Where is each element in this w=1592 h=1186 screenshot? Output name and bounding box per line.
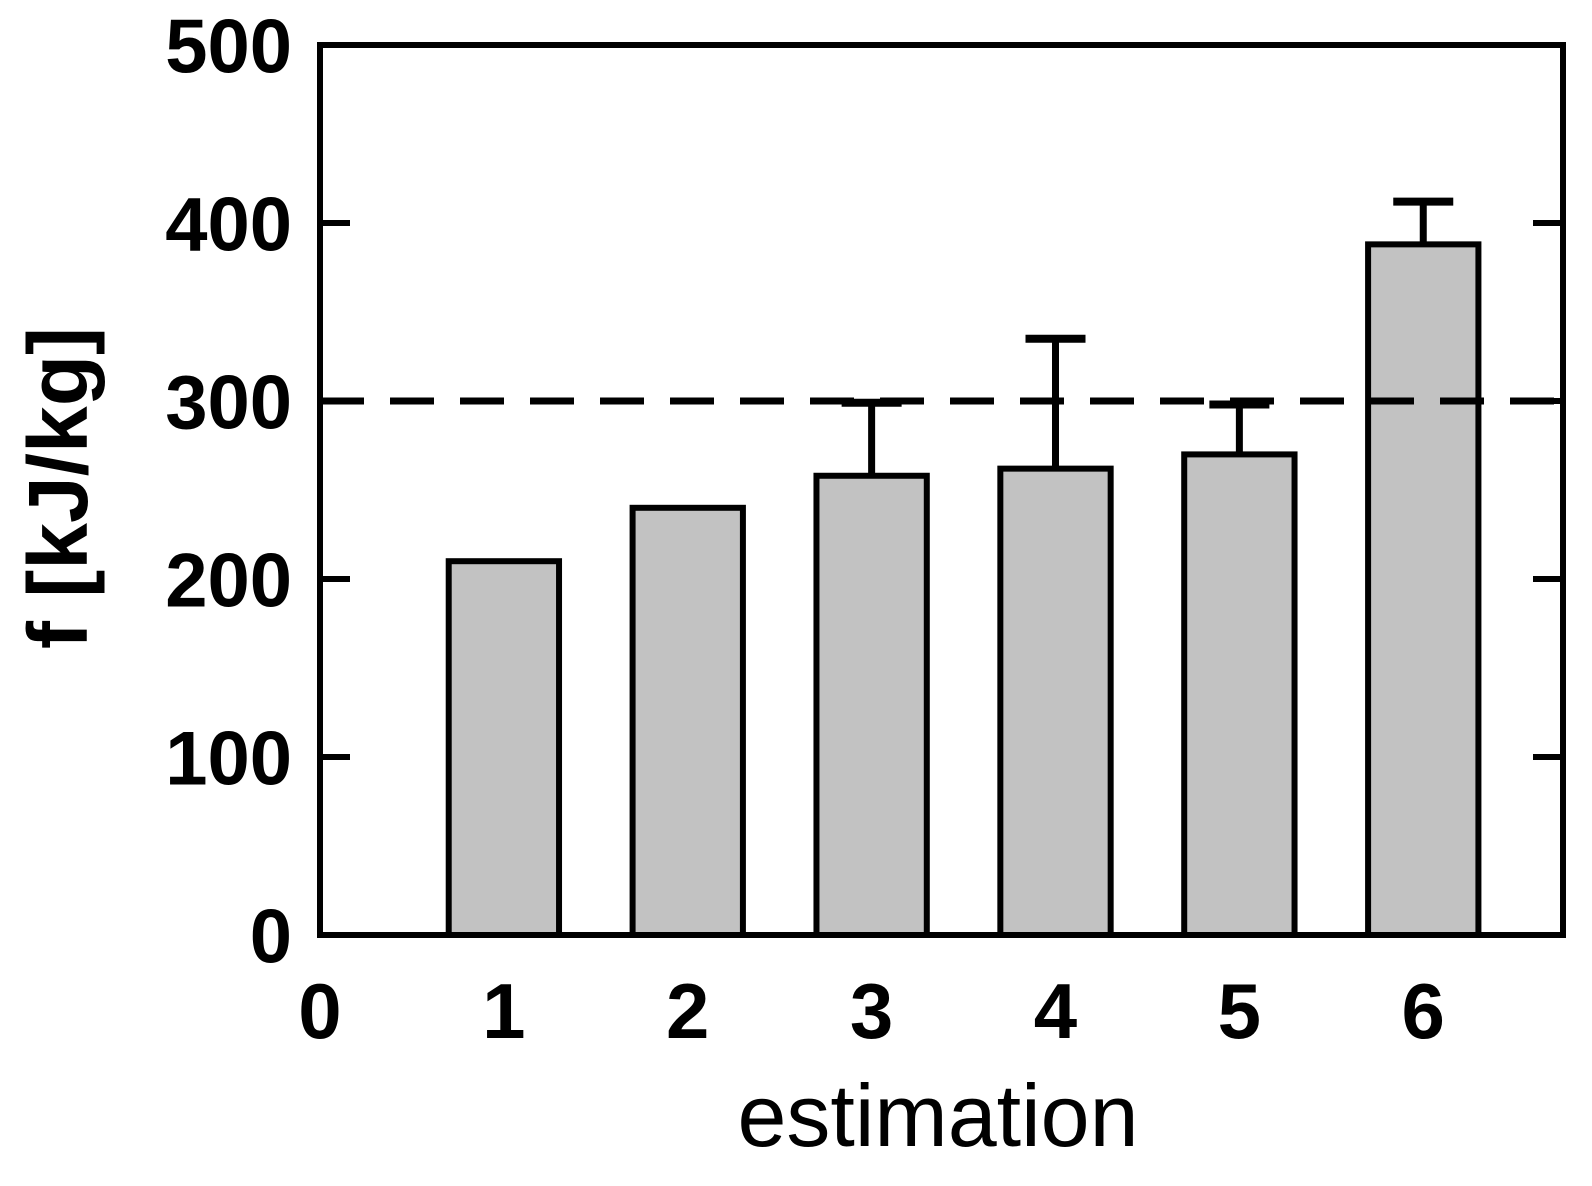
x-axis-title: estimation: [737, 1066, 1139, 1165]
y-tick-label-400: 400: [165, 182, 292, 267]
bar-estimation-5: [1181, 451, 1298, 938]
bar-estimation-3: [813, 472, 930, 938]
y-tick-label-300: 300: [165, 360, 292, 445]
y-axis-title: f [kJ/kg]: [11, 326, 105, 650]
bar-estimation-1: [445, 558, 563, 938]
x-tick-label-3: 3: [850, 967, 893, 1055]
plot-frame: [317, 42, 1566, 938]
bar-estimation-4: [997, 465, 1114, 938]
x-tick-label-5: 5: [1218, 967, 1261, 1055]
x-tick-label-6: 6: [1402, 967, 1445, 1055]
x-tick-label-4: 4: [1034, 967, 1077, 1055]
y-tick-label-500: 500: [165, 4, 292, 89]
x-tick-label-0: 0: [298, 967, 341, 1055]
y-tick-label-0: 0: [250, 894, 292, 979]
x-tick-label-1: 1: [482, 967, 525, 1055]
x-tick-label-2: 2: [666, 967, 709, 1055]
y-tick-label-200: 200: [165, 538, 292, 623]
y-tick-label-100: 100: [165, 716, 292, 801]
bar-estimation-2: [629, 504, 746, 938]
bar-estimation-6: [1365, 241, 1482, 939]
